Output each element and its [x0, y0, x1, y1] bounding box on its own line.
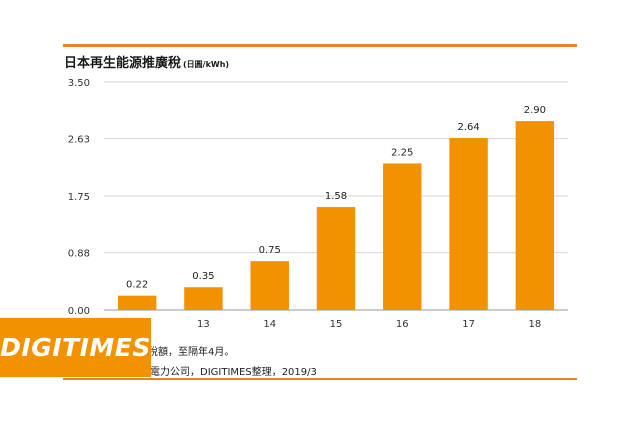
footnote: 稅額，至隔年4月。 [148, 347, 235, 358]
x-tick-label: 14 [263, 319, 276, 330]
brand-text: DIGITIMES [0, 333, 151, 362]
bar [184, 287, 223, 310]
bar [316, 207, 356, 310]
y-tick-label: 2.63 [68, 135, 90, 146]
x-tick-label: 17 [462, 319, 475, 330]
bar [383, 163, 422, 310]
bar [117, 295, 157, 310]
y-tick-label: 0.00 [68, 306, 90, 317]
value-label: 2.90 [524, 105, 546, 116]
source-note: 電力公司，DIGITIMES整理，2019/3 [150, 367, 317, 378]
x-tick-label: 16 [396, 319, 409, 330]
y-tick-label: 3.50 [68, 78, 90, 89]
bar [250, 261, 289, 310]
bottom-rule [63, 378, 577, 380]
y-tick-labels: 0.00 0.88 1.75 2.63 3.50 [68, 78, 90, 317]
value-label: 2.25 [391, 147, 413, 158]
chart-unit: (日圓/kWh) [183, 60, 230, 69]
chart-title: 日本再生能源推廣稅 (日圓/kWh) [64, 52, 229, 71]
bars [117, 121, 555, 310]
bar [515, 121, 555, 310]
x-tick-labels: 12131415161718 [131, 319, 541, 330]
x-tick-label: 15 [330, 319, 343, 330]
value-label: 0.75 [259, 245, 281, 256]
chart-title-text: 日本再生能源推廣稅 [64, 56, 182, 71]
value-label: 2.64 [457, 122, 479, 133]
value-label: 0.22 [126, 280, 148, 291]
y-tick-label: 1.75 [68, 192, 90, 203]
y-tick-label: 0.88 [68, 249, 90, 260]
x-tick-label: 18 [528, 319, 541, 330]
value-labels: 0.22 0.35 0.75 1.58 2.25 2.64 2.90 [126, 105, 546, 291]
bar [449, 138, 488, 310]
top-rule [63, 44, 577, 47]
value-label: 0.35 [192, 271, 214, 282]
x-tick-label: 13 [197, 319, 210, 330]
digitimes-logo: DIGITIMES [0, 318, 151, 377]
value-label: 1.58 [325, 191, 347, 202]
